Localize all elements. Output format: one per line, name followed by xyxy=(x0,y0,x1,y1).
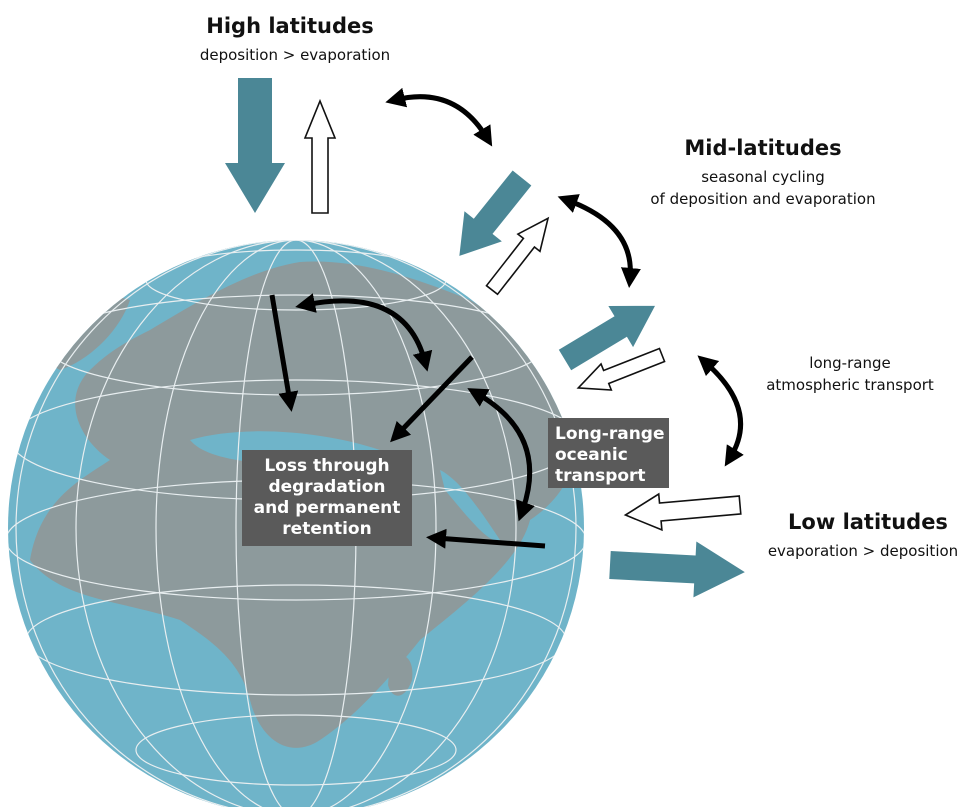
loss-text: degradation xyxy=(268,477,385,497)
loss-text: Loss through xyxy=(264,456,389,476)
evaporation-arrow xyxy=(485,216,550,296)
region-title: High latitudes xyxy=(206,14,373,38)
loss-box xyxy=(242,450,412,546)
region-title: Low latitudes xyxy=(788,510,948,534)
loss-arrow xyxy=(426,528,546,549)
deposition-arrow xyxy=(558,305,656,371)
loss-text: and permanent xyxy=(254,498,401,518)
deposition-arrow xyxy=(225,78,285,213)
region-subtitle: of deposition and evaporation xyxy=(650,190,875,208)
evaporation-arrow xyxy=(303,98,337,214)
exchange-arrow xyxy=(467,388,535,522)
exchange-arrow xyxy=(697,355,744,467)
oceanic-box xyxy=(548,418,669,488)
loss-arrow xyxy=(269,294,299,412)
transport-label: long-range xyxy=(809,354,890,372)
oceanic-text: transport xyxy=(555,466,646,486)
oceanic-text: Long-range xyxy=(555,424,665,444)
oceanic-text: oceanic xyxy=(555,445,628,465)
region-subtitle: deposition > evaporation xyxy=(200,46,390,64)
loss-arrow xyxy=(390,355,474,443)
exchange-arrow xyxy=(385,87,493,147)
evaporation-arrow xyxy=(609,541,745,598)
transport-label: atmospheric transport xyxy=(766,376,934,394)
loss-text: retention xyxy=(282,519,371,539)
exchange-arrow xyxy=(557,194,641,288)
deposition-arrow xyxy=(623,492,742,532)
evaporation-arrow xyxy=(576,347,666,391)
deposition-arrow xyxy=(459,170,532,256)
region-subtitle: evaporation > deposition xyxy=(768,542,958,560)
exchange-arrow xyxy=(295,293,433,372)
region-title: Mid-latitudes xyxy=(684,136,841,160)
region-subtitle: seasonal cycling xyxy=(701,168,825,186)
